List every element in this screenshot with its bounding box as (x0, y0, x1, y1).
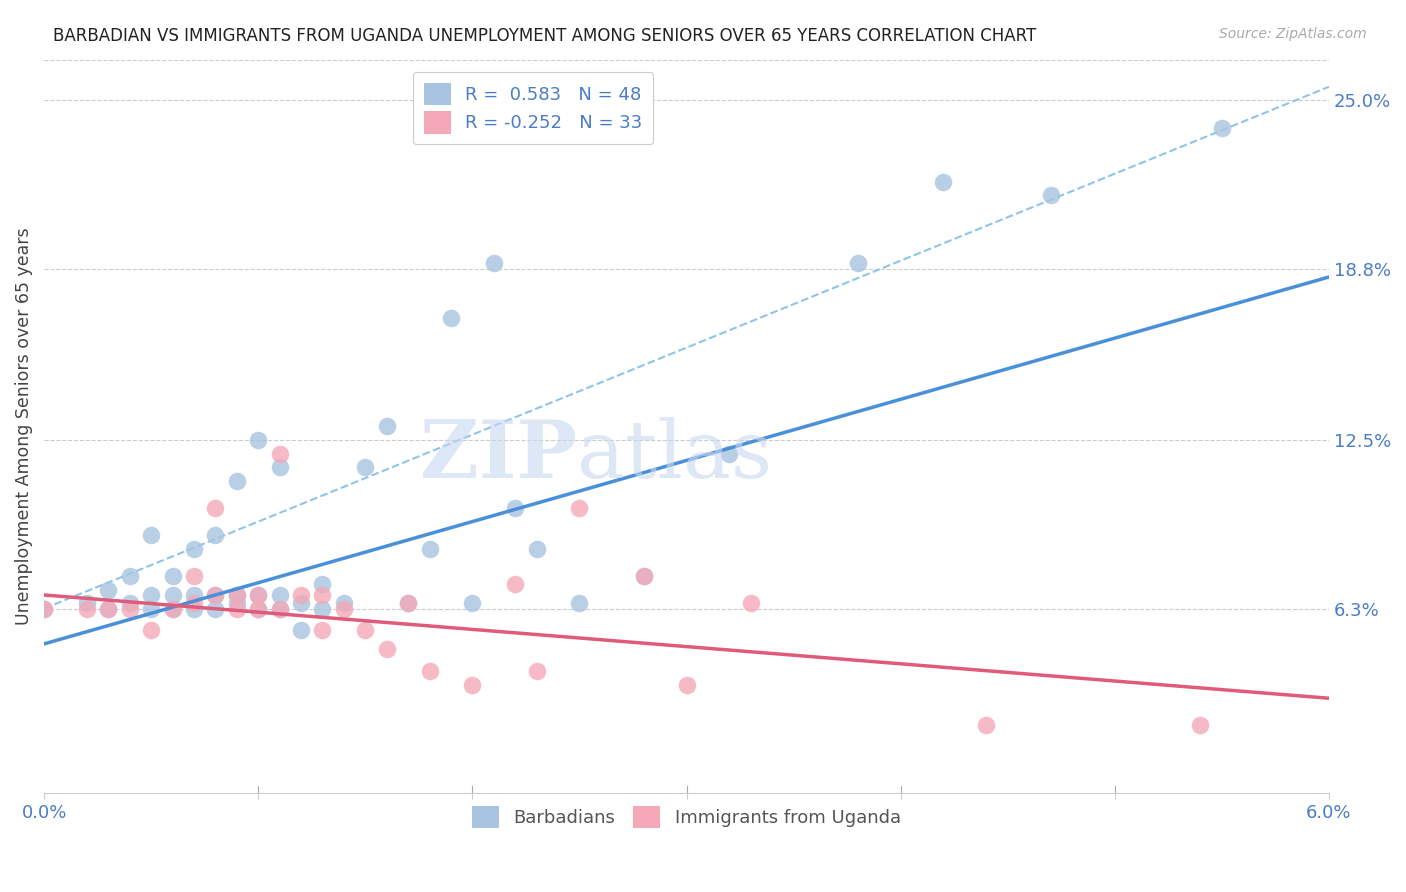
Text: atlas: atlas (578, 417, 772, 495)
Point (247, 601, 270, 615)
Point (526, 541, 548, 556)
Point (932, 175, 955, 189)
Point (141, 588, 163, 602)
Point (633, 569, 655, 583)
Point (269, 460, 291, 475)
Point (396, 596, 419, 610)
Point (846, 256, 869, 270)
Point (141, 624, 163, 638)
Point (183, 596, 205, 610)
Point (97, 582, 120, 597)
Point (375, 642, 398, 657)
Point (354, 624, 377, 638)
Point (526, 664, 548, 678)
Point (183, 541, 205, 556)
Point (333, 601, 356, 615)
Point (290, 596, 312, 610)
Point (482, 256, 505, 270)
Text: Source: ZipAtlas.com: Source: ZipAtlas.com (1219, 27, 1367, 41)
Point (225, 588, 247, 602)
Point (76, 601, 98, 615)
Point (633, 569, 655, 583)
Text: BARBADIAN VS IMMIGRANTS FROM UGANDA UNEMPLOYMENT AMONG SENIORS OVER 65 YEARS COR: BARBADIAN VS IMMIGRANTS FROM UGANDA UNEM… (53, 27, 1036, 45)
Point (269, 601, 291, 615)
Point (396, 596, 419, 610)
Point (440, 310, 463, 325)
Point (118, 569, 141, 583)
Point (333, 596, 356, 610)
Point (311, 601, 333, 615)
Point (183, 569, 205, 583)
Text: ZIP: ZIP (420, 417, 578, 495)
Point (974, 718, 997, 732)
Legend: Barbadians, Immigrants from Uganda: Barbadians, Immigrants from Uganda (465, 799, 908, 836)
Point (247, 433, 270, 447)
Point (204, 588, 226, 602)
Point (269, 588, 291, 602)
Point (76, 596, 98, 610)
Point (225, 596, 247, 610)
Point (32, 601, 55, 615)
Point (311, 624, 333, 638)
Point (97, 601, 120, 615)
Point (183, 601, 205, 615)
Point (204, 588, 226, 602)
Point (461, 678, 484, 692)
Point (568, 596, 591, 610)
Point (419, 541, 441, 556)
Point (568, 501, 591, 516)
Point (419, 664, 441, 678)
Point (162, 569, 184, 583)
Point (675, 678, 697, 692)
Point (141, 528, 163, 542)
Point (204, 501, 226, 516)
Point (162, 601, 184, 615)
Point (1211, 120, 1233, 135)
Point (204, 528, 226, 542)
Point (269, 601, 291, 615)
Point (162, 601, 184, 615)
Point (503, 577, 526, 591)
Point (225, 601, 247, 615)
Point (118, 596, 141, 610)
Point (503, 501, 526, 516)
Point (1039, 188, 1062, 202)
Point (32, 601, 55, 615)
Point (290, 588, 312, 602)
Point (269, 447, 291, 461)
Point (375, 419, 398, 434)
Point (183, 588, 205, 602)
Point (740, 596, 762, 610)
Point (311, 577, 333, 591)
Point (354, 460, 377, 475)
Point (247, 601, 270, 615)
Point (225, 474, 247, 488)
Point (461, 596, 484, 610)
Y-axis label: Unemployment Among Seniors over 65 years: Unemployment Among Seniors over 65 years (15, 227, 32, 625)
Point (1189, 718, 1212, 732)
Point (141, 601, 163, 615)
Point (225, 588, 247, 602)
Point (118, 601, 141, 615)
Point (247, 588, 270, 602)
Point (162, 588, 184, 602)
Point (718, 447, 741, 461)
Point (290, 624, 312, 638)
Point (247, 588, 270, 602)
Point (97, 601, 120, 615)
Point (311, 588, 333, 602)
Point (204, 601, 226, 615)
